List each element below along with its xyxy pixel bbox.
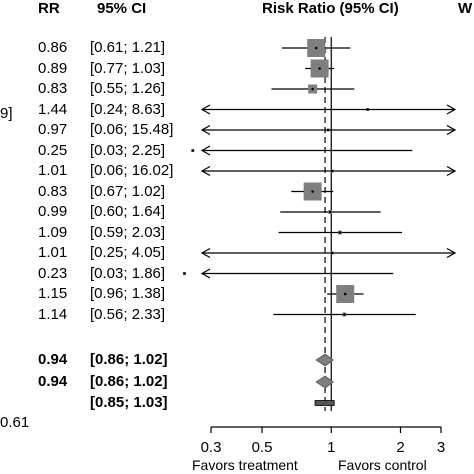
study-ci-arrow-left <box>200 165 211 177</box>
summary-ci-value: [0.85; 1.03] <box>90 394 168 411</box>
study-ci-arrow-left <box>200 104 211 115</box>
x-tick-label: 0.5 <box>252 439 273 456</box>
study-point-estimate <box>191 149 195 152</box>
study-ci-value: [0.25; 4.05] <box>90 244 166 261</box>
study-point-estimate <box>330 169 334 173</box>
study-ci-arrow-left <box>200 247 211 259</box>
study-ci-value: [0.59; 2.03] <box>90 223 166 241</box>
summary-rr-value: 0.94 <box>38 373 68 390</box>
study-ci-arrow-right <box>446 247 457 259</box>
study-ci-value: [0.96; 1.38] <box>90 285 166 302</box>
study-rr-value: 0.83 <box>38 80 68 97</box>
study-point-estimate <box>343 313 346 316</box>
study-ci-value: [0.61; 1.21] <box>90 39 166 56</box>
study-rr-value: 1.14 <box>38 305 68 323</box>
study-ci-value: [0.06; 15.48] <box>90 121 174 138</box>
study-rr-value: 0.83 <box>38 182 68 200</box>
study-ci-arrow-left <box>200 124 211 136</box>
study-ci-value: [0.03; 1.86] <box>90 264 166 282</box>
summary-diamond <box>315 375 334 389</box>
left-fragment-bottom: 0.61 <box>0 414 30 431</box>
study-ci-value: [0.55; 1.26] <box>90 80 166 97</box>
study-point-estimate <box>326 128 330 132</box>
prediction-interval-bar <box>314 400 335 406</box>
header-rr: RR <box>38 0 60 17</box>
study-rr-value: 0.25 <box>38 141 68 159</box>
study-rr-value: 0.89 <box>38 59 68 77</box>
study-ci-value: [0.06; 16.02] <box>90 162 174 179</box>
study-ci-arrow-right <box>446 104 457 115</box>
study-rr-value: 0.23 <box>38 264 68 282</box>
left-fragment-top: 9] <box>0 105 13 122</box>
study-point-estimate <box>314 46 318 50</box>
summary-ci-value: [0.86; 1.02] <box>90 351 168 368</box>
study-ci-value: [0.67; 1.02] <box>90 182 166 200</box>
study-point-estimate <box>343 292 347 296</box>
study-point-estimate <box>311 190 314 193</box>
favors-treatment-label: Favors treatment <box>192 457 298 473</box>
summary-diamond <box>315 353 334 367</box>
study-point-estimate <box>338 231 342 234</box>
study-point-estimate <box>366 108 369 111</box>
study-point-estimate <box>330 251 334 255</box>
study-ci-arrow-right <box>446 124 457 136</box>
study-rr-value: 0.97 <box>38 121 68 138</box>
study-ci-value: [0.03; 2.25] <box>90 141 166 159</box>
study-ci-value: [0.60; 1.64] <box>90 203 166 220</box>
study-rr-value: 0.99 <box>38 203 68 220</box>
summary-rr-value: 0.94 <box>38 351 68 368</box>
study-ci-arrow-right <box>446 165 457 177</box>
header-risk-ratio: Risk Ratio (95% CI) <box>262 0 399 17</box>
study-rr-value: 1.01 <box>38 244 68 261</box>
study-rr-value: 1.01 <box>38 162 68 179</box>
x-tick-label: 2 <box>396 439 404 456</box>
study-ci-value: [0.56; 2.33] <box>90 305 166 323</box>
favors-control-label: Favors control <box>338 457 427 473</box>
study-rr-value: 1.09 <box>38 223 68 241</box>
study-rr-value: 1.44 <box>38 100 68 118</box>
x-tick-label: 1 <box>327 439 335 456</box>
study-point-estimate <box>311 87 314 91</box>
study-ci-value: [0.77; 1.03] <box>90 59 166 77</box>
study-ci-value: [0.24; 8.63] <box>90 100 166 118</box>
study-ci-arrow-left <box>200 268 211 279</box>
study-point-estimate <box>328 210 332 214</box>
summary-ci-value: [0.86; 1.02] <box>90 373 168 390</box>
study-point-estimate <box>318 67 321 70</box>
x-tick-label: 0.3 <box>201 439 222 456</box>
header-weight: W <box>458 0 473 17</box>
study-rr-value: 1.15 <box>38 285 68 302</box>
x-tick-label: 3 <box>437 439 445 456</box>
study-rr-value: 0.86 <box>38 39 68 56</box>
study-point-estimate <box>183 272 186 275</box>
header-ci: 95% CI <box>97 0 147 17</box>
study-ci-arrow-left <box>200 145 211 156</box>
